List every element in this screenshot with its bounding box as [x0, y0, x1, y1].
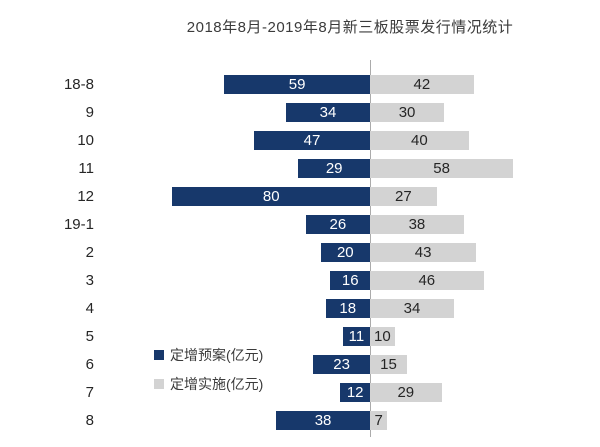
right-bar-zone: 34 — [370, 298, 600, 318]
left-bar-zone: 26 — [104, 214, 370, 234]
category-label: 12 — [77, 187, 94, 205]
chart-row-12: 12 80 27 — [0, 182, 600, 210]
bars-area: 18-8 59 42 9 34 30 10 47 40 11 29 58 12 80 27 19-1 26 38 2… — [0, 70, 600, 434]
bar-implemented: 29 — [370, 382, 442, 402]
chart-title: 2018年8月-2019年8月新三板股票发行情况统计 — [186, 19, 514, 36]
category-label: 6 — [85, 355, 94, 373]
chart-row-8: 8 38 7 — [0, 406, 600, 434]
left-bar-zone: 23 — [104, 354, 370, 374]
left-bar-zone: 18 — [104, 298, 370, 318]
left-bar-zone: 12 — [104, 382, 370, 402]
right-bar-zone: 7 — [370, 410, 600, 430]
bar-plan: 11 — [342, 326, 370, 346]
legend-swatch-implemented — [154, 379, 164, 389]
category-label: 2 — [85, 243, 94, 261]
bar-plan: 80 — [172, 186, 370, 206]
bar-plan: 38 — [276, 410, 370, 430]
right-bar-zone: 29 — [370, 382, 600, 402]
category-label: 11 — [78, 159, 94, 177]
right-bar-zone: 40 — [370, 130, 600, 150]
legend-swatch-plan — [154, 350, 164, 360]
right-bar-zone: 15 — [370, 354, 600, 374]
category-label: 19-1 — [63, 215, 94, 233]
right-bar-zone: 38 — [370, 214, 600, 234]
category-label: 8 — [85, 411, 94, 429]
chart-row-4: 4 18 34 — [0, 294, 600, 322]
left-bar-zone: 16 — [104, 270, 370, 290]
bar-plan: 59 — [224, 74, 370, 94]
bar-plan: 26 — [305, 214, 370, 234]
category-label: 5 — [85, 327, 94, 345]
bar-plan: 16 — [330, 270, 370, 290]
category-label: 3 — [85, 271, 94, 289]
left-bar-zone: 29 — [104, 158, 370, 178]
left-bar-zone: 34 — [104, 102, 370, 122]
chart-row-2: 2 20 43 — [0, 238, 600, 266]
left-bar-zone: 11 — [104, 326, 370, 346]
left-bar-zone: 47 — [104, 130, 370, 150]
bar-plan: 20 — [320, 242, 370, 262]
left-bar-zone: 20 — [104, 242, 370, 262]
category-label: 18-8 — [63, 75, 94, 93]
bar-plan: 29 — [298, 158, 370, 178]
legend-label-implemented: 定增实施(亿元) — [170, 376, 264, 392]
category-label: 10 — [77, 131, 94, 149]
right-bar-zone: 42 — [370, 74, 600, 94]
bar-implemented: 40 — [370, 130, 469, 150]
bar-plan: 18 — [325, 298, 370, 318]
right-bar-zone: 43 — [370, 242, 600, 262]
bar-implemented: 27 — [370, 186, 437, 206]
chart-row-19-1: 19-1 26 38 — [0, 210, 600, 238]
legend-item-implemented: 定增实施(亿元) — [154, 374, 263, 394]
chart-row-18-8: 18-8 59 42 — [0, 70, 600, 98]
chart-row-3: 3 16 46 — [0, 266, 600, 294]
chart-row-11: 11 29 58 — [0, 154, 600, 182]
bar-implemented: 46 — [370, 270, 484, 290]
bar-implemented: 58 — [370, 158, 514, 178]
bar-implemented: 34 — [370, 298, 454, 318]
category-label: 7 — [85, 383, 94, 401]
bar-plan: 47 — [253, 130, 370, 150]
bar-plan: 34 — [286, 102, 370, 122]
bar-implemented: 15 — [370, 354, 408, 374]
chart-row-9: 9 34 30 — [0, 98, 600, 126]
legend: 定增预案(亿元) 定增实施(亿元) — [154, 345, 263, 394]
left-bar-zone: 59 — [104, 74, 370, 94]
chart-row-6: 6 23 15 — [0, 350, 600, 378]
bar-plan: 23 — [313, 354, 370, 374]
bar-implemented: 30 — [370, 102, 445, 122]
bar-implemented: 42 — [370, 74, 474, 94]
left-bar-zone: 38 — [104, 410, 370, 430]
right-bar-zone: 58 — [370, 158, 600, 178]
bar-implemented: 10 — [370, 326, 395, 346]
bar-implemented: 7 — [370, 410, 388, 430]
bar-implemented: 43 — [370, 242, 477, 262]
chart-row-10: 10 47 40 — [0, 126, 600, 154]
left-bar-zone: 80 — [104, 186, 370, 206]
chart-row-5: 5 11 10 — [0, 322, 600, 350]
right-bar-zone: 27 — [370, 186, 600, 206]
right-bar-zone: 10 — [370, 326, 600, 346]
legend-item-plan: 定增预案(亿元) — [154, 345, 263, 365]
chart-row-7: 7 12 29 — [0, 378, 600, 406]
category-label: 4 — [85, 299, 94, 317]
bar-plan: 12 — [340, 382, 370, 402]
right-bar-zone: 46 — [370, 270, 600, 290]
category-label: 9 — [85, 103, 94, 121]
legend-label-plan: 定增预案(亿元) — [170, 347, 264, 363]
right-bar-zone: 30 — [370, 102, 600, 122]
bar-implemented: 38 — [370, 214, 464, 234]
